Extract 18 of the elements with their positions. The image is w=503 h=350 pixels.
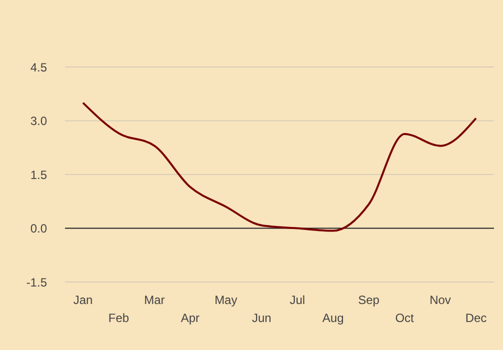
y-tick-label: 0.0 bbox=[30, 222, 48, 236]
y-tick-label: 4.5 bbox=[30, 60, 48, 74]
line-series bbox=[82, 102, 477, 232]
y-tick-label: -1.5 bbox=[26, 275, 48, 290]
y-tick-label: 3.0 bbox=[30, 114, 48, 128]
y-tick-label: 1.5 bbox=[30, 168, 48, 182]
x-tick-label: Mar bbox=[144, 293, 165, 307]
x-tick-label: Dec bbox=[465, 311, 487, 325]
x-tick-label: Apr bbox=[180, 311, 200, 325]
x-tick-label: Aug bbox=[322, 311, 344, 325]
x-tick-label: Oct bbox=[395, 311, 415, 325]
x-tick-label: Sep bbox=[358, 293, 380, 307]
x-tick-label: Jul bbox=[290, 293, 306, 307]
x-tick-label: Jun bbox=[252, 311, 272, 325]
x-tick-label: Jan bbox=[73, 293, 93, 307]
x-tick-label: Nov bbox=[430, 293, 451, 307]
x-tick-label: May bbox=[214, 293, 238, 307]
x-tick-label: Feb bbox=[108, 311, 130, 325]
